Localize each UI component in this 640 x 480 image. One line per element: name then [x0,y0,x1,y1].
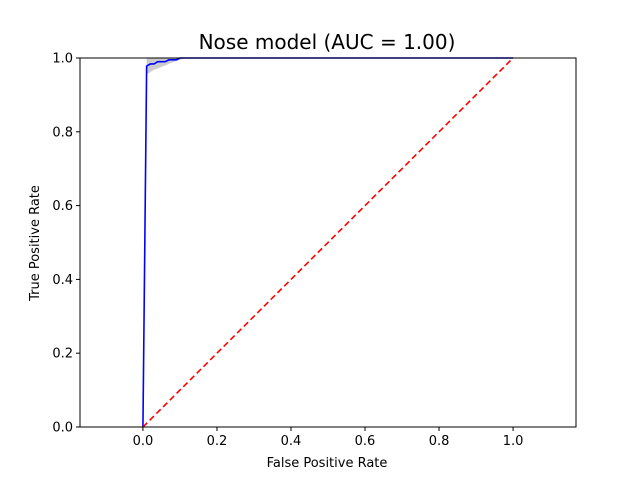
x-tick-label: 1.0 [503,434,524,449]
x-axis-label: False Positive Rate [267,456,388,471]
y-tick-label: 0.8 [52,125,73,140]
confidence-band [146,58,184,75]
y-axis: 0.0 0.2 0.4 0.6 0.8 1.0 [52,52,80,436]
plot-frame [79,57,577,428]
y-tick-label: 1.0 [52,52,73,67]
y-tick-label: 0.0 [52,421,73,436]
x-tick-label: 0.0 [133,434,154,449]
x-tick-label: 0.2 [207,434,228,449]
x-tick-label: 0.4 [281,434,302,449]
y-tick-label: 0.6 [52,199,73,214]
chart-title: Nose model (AUC = 1.00) [199,30,456,54]
x-axis: 0.0 0.2 0.4 0.6 0.8 1.0 [133,427,524,449]
x-tick-label: 0.8 [429,434,450,449]
y-tick-label: 0.2 [52,347,73,362]
y-tick-label: 0.4 [52,273,73,288]
chance-line [142,57,514,428]
plot-area [142,57,514,428]
y-axis-label: True Positive Rate [28,185,43,302]
x-tick-label: 0.6 [355,434,376,449]
